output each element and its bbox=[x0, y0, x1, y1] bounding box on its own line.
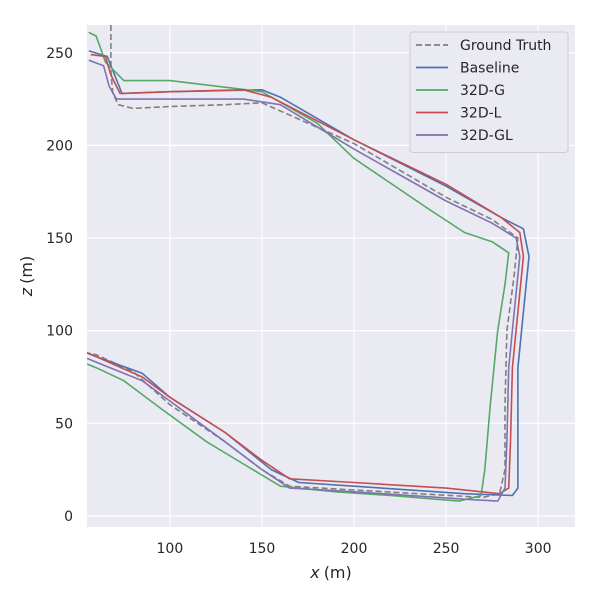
legend-entry: Baseline bbox=[460, 61, 519, 77]
x-axis-variable: x bbox=[309, 563, 320, 582]
y-tick-label: 50 bbox=[55, 416, 73, 432]
y-tick-label: 150 bbox=[46, 231, 73, 247]
x-axis-unit: (m) bbox=[324, 563, 352, 582]
legend-frame bbox=[409, 31, 569, 153]
x-tick-label: 200 bbox=[341, 541, 368, 557]
series-layer bbox=[87, 25, 530, 502]
y-axis-label: z (m) bbox=[17, 256, 36, 297]
y-tick-label: 200 bbox=[46, 138, 73, 154]
legend-entry: 32D-L bbox=[460, 106, 502, 122]
x-tick-label: 100 bbox=[157, 541, 184, 557]
legend-entry: Ground Truth bbox=[460, 38, 551, 54]
y-tick-label: 100 bbox=[46, 324, 73, 340]
series-line-32d-gl bbox=[87, 59, 521, 502]
x-tick-label: 150 bbox=[249, 541, 276, 557]
y-tick-labels: 0 50 100 150 200 250 bbox=[46, 46, 73, 525]
legend-entry: 32D-GL bbox=[460, 128, 513, 144]
x-axis-label: x (m) bbox=[309, 563, 352, 582]
x-tick-labels: 100 150 200 250 300 bbox=[157, 541, 552, 557]
series-line-32d-l bbox=[87, 53, 525, 495]
y-axis-variable: z bbox=[17, 287, 36, 297]
y-axis-unit: (m) bbox=[17, 256, 36, 284]
y-tick-label: 250 bbox=[46, 46, 73, 62]
legend-entry: 32D-G bbox=[460, 83, 505, 99]
legend: Ground Truth Baseline 32D-G 32D-L 32D-GL bbox=[409, 31, 569, 153]
y-tick-label: 0 bbox=[64, 509, 73, 525]
series-line-32d-g bbox=[87, 31, 510, 502]
x-tick-label: 300 bbox=[525, 541, 552, 557]
x-tick-label: 250 bbox=[433, 541, 460, 557]
